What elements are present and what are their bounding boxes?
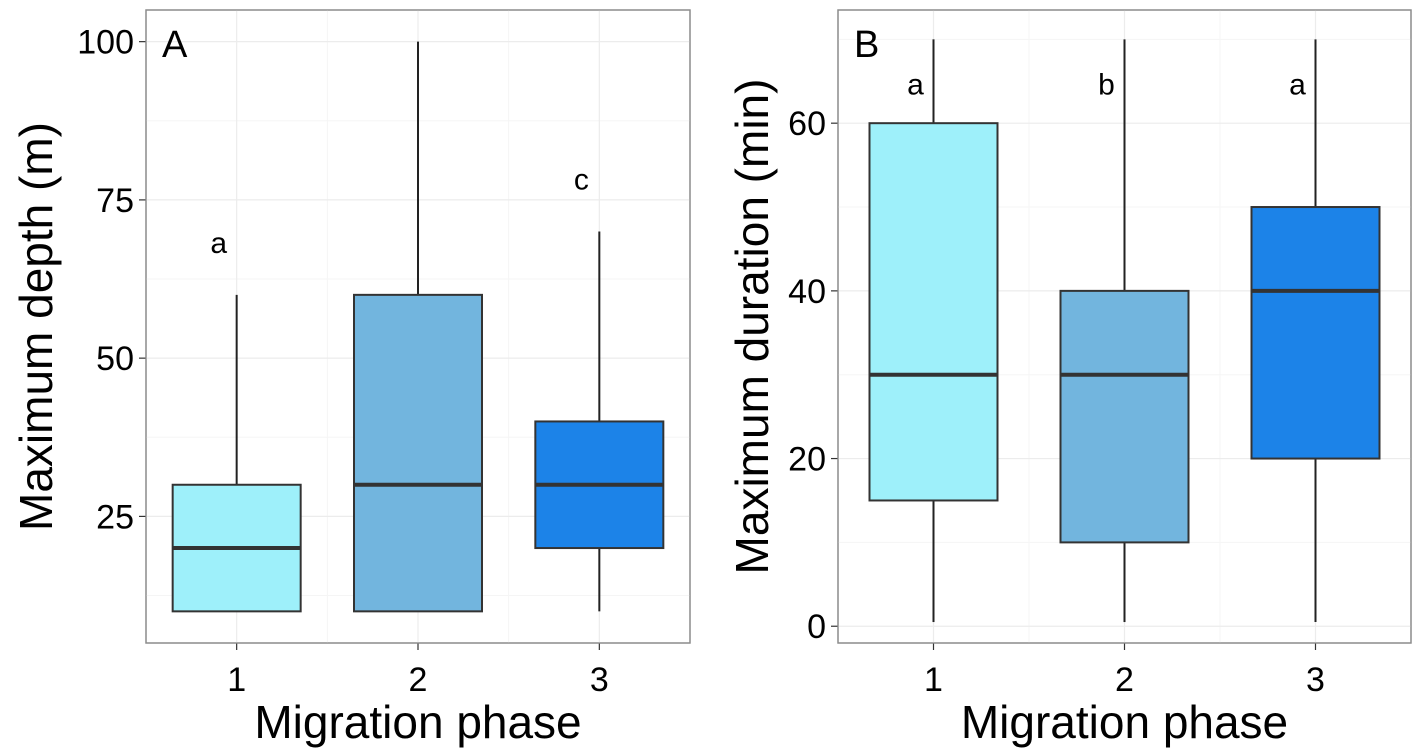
significance-letter: c: [574, 164, 589, 197]
y-tick-label: 60: [788, 105, 826, 143]
y-axis-title: Maximum duration (min): [726, 79, 778, 575]
box-group-2: b: [1059, 39, 1190, 623]
panel-label: B: [854, 24, 879, 66]
x-axis-title: Migration phase: [961, 696, 1288, 748]
y-tick-label: 100: [77, 24, 134, 62]
y-tick-label: 75: [96, 182, 134, 220]
x-tick-label: 1: [227, 661, 246, 699]
box-group-2: b: [353, 0, 483, 613]
panel-label: A: [162, 24, 188, 66]
plot-border: [837, 9, 1412, 644]
significance-letter: a: [210, 227, 227, 260]
x-tick-label: 2: [1115, 661, 1134, 699]
significance-letter: a: [1289, 68, 1306, 101]
plot-border: [145, 9, 691, 644]
y-tick-label: 25: [96, 498, 134, 536]
significance-letter: b: [392, 0, 409, 7]
y-axis-title: Maximum depth (m): [10, 122, 62, 531]
y-tick-label: 0: [807, 608, 826, 646]
y-tick-label: 20: [788, 441, 826, 479]
significance-letter: b: [1098, 68, 1115, 101]
iqr-box: [868, 122, 999, 502]
x-tick-label: 1: [924, 661, 943, 699]
x-axis-title: Migration phase: [254, 696, 581, 748]
x-tick-label: 2: [409, 661, 428, 699]
y-tick-label: 50: [96, 340, 134, 378]
box-group-1: a: [868, 39, 999, 623]
iqr-box: [353, 293, 483, 613]
box-group-1: a: [171, 227, 302, 613]
y-tick-label: 40: [788, 273, 826, 311]
box-group-3: c: [534, 164, 665, 612]
box-group-3: a: [1250, 39, 1381, 623]
x-tick-label: 3: [590, 661, 609, 699]
x-tick-label: 3: [1306, 661, 1325, 699]
iqr-box: [1250, 206, 1381, 460]
iqr-box: [1059, 289, 1190, 544]
significance-letter: a: [907, 68, 924, 101]
panel-a: 25 50 75 100 1 2 3 a b c A Migration phase Maximum d…: [10, 0, 691, 748]
